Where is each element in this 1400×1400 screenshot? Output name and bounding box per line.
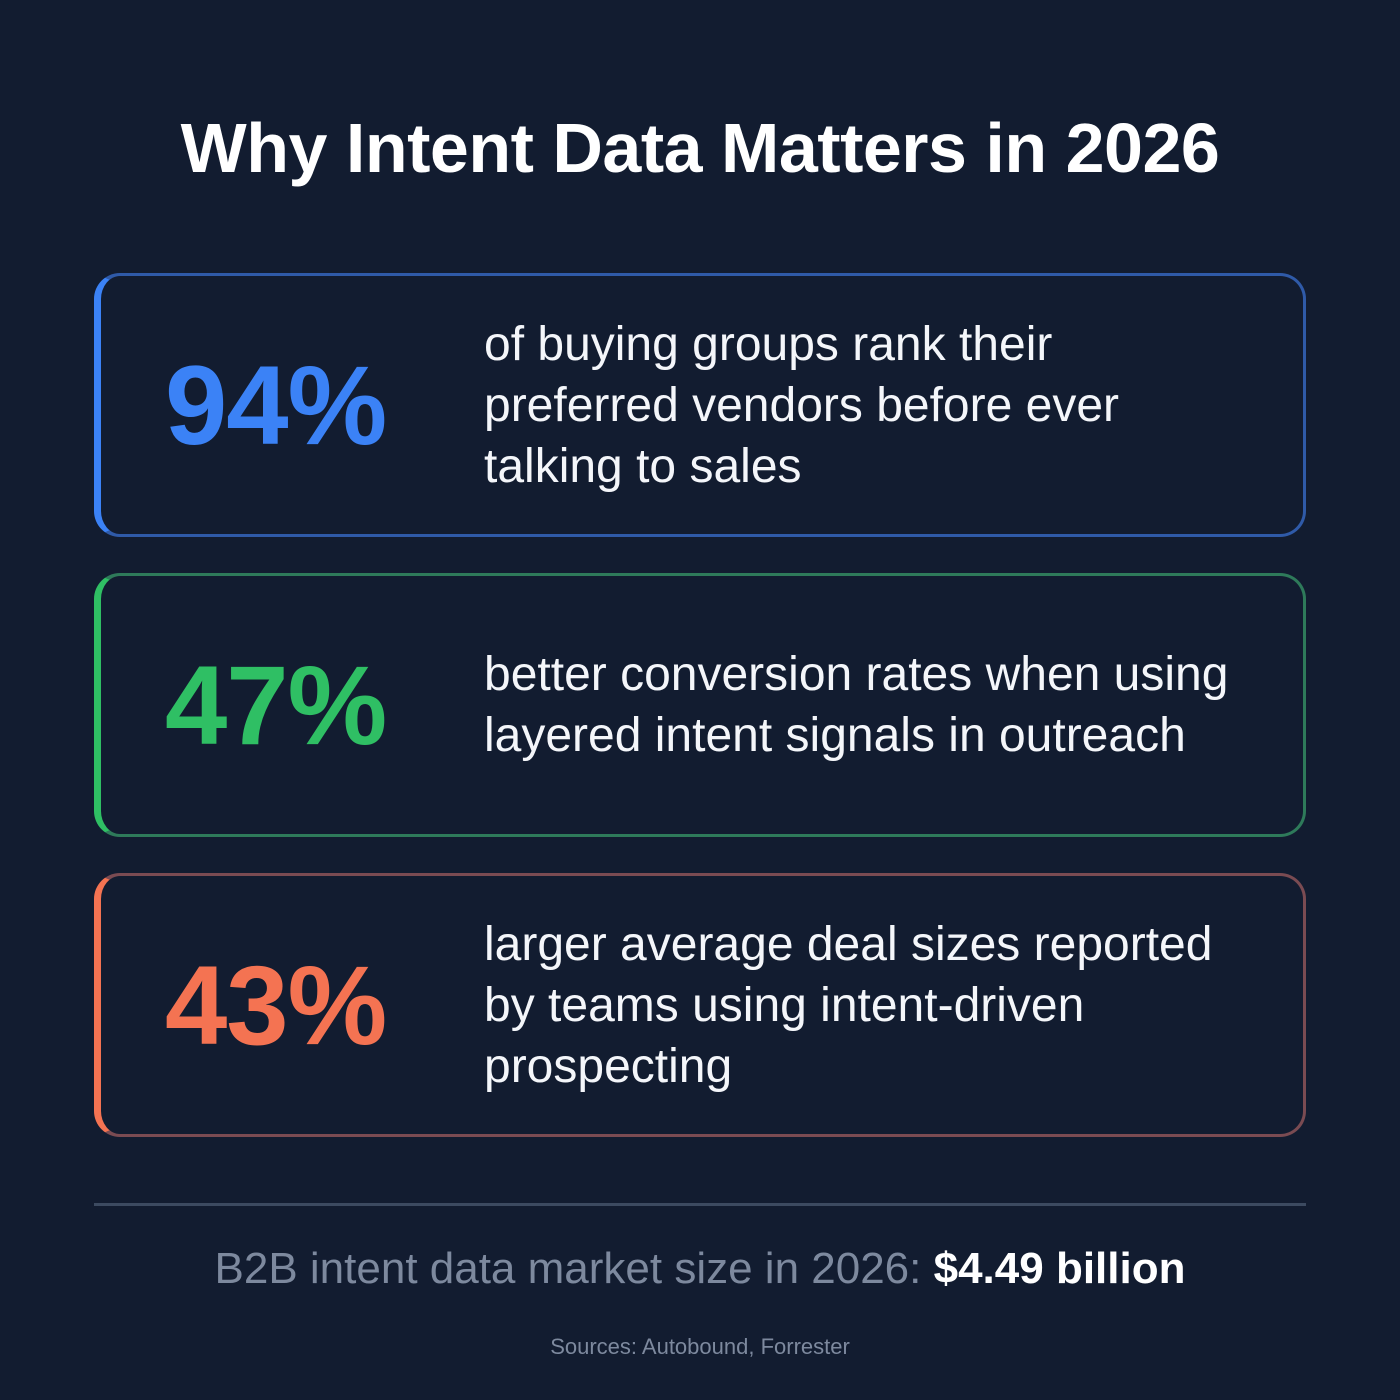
stat-value: 47%	[165, 642, 387, 768]
page-title: Why Intent Data Matters in 2026	[180, 109, 1220, 187]
market-size-value: $4.49 billion	[933, 1244, 1186, 1293]
sources-note: Sources: Autobound, Forrester	[550, 1334, 850, 1359]
stat-value: 43%	[165, 942, 387, 1068]
stat-description-text: of buying groups rank their preferred ve…	[484, 317, 1120, 493]
stat-description: of buying groups rank their preferred ve…	[484, 276, 1244, 534]
market-size-line: B2B intent data market size in 2026: $4.…	[0, 1244, 1400, 1294]
stat-description: better conversion rates when using layer…	[484, 576, 1244, 834]
stat-card-conversion-rates: 47% better conversion rates when using l…	[94, 573, 1306, 837]
stat-card-deal-sizes: 43% larger average deal sizes reported b…	[94, 873, 1306, 1137]
footer-divider	[94, 1203, 1306, 1206]
stat-description-text: larger average deal sizes reported by te…	[484, 917, 1213, 1093]
stat-description: larger average deal sizes reported by te…	[484, 876, 1244, 1134]
stat-value: 94%	[165, 342, 387, 468]
market-size-label: B2B intent data market size in 2026:	[214, 1244, 934, 1293]
stat-description-text: better conversion rates when using layer…	[484, 648, 1229, 762]
stat-card-buying-groups: 94% of buying groups rank their preferre…	[94, 273, 1306, 537]
